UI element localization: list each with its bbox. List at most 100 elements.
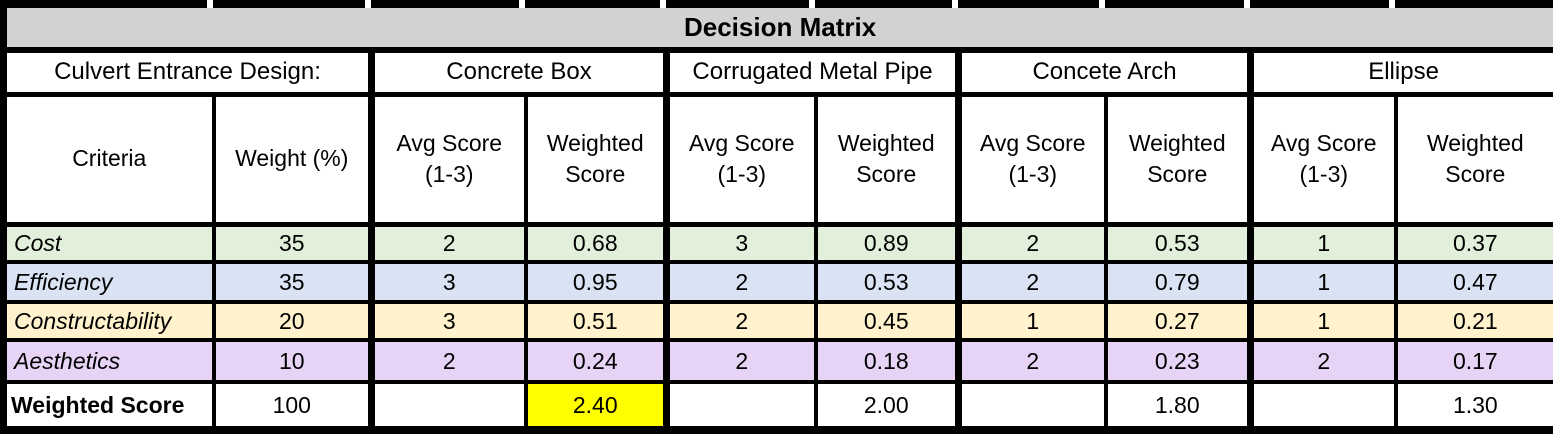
weighted-line2: Score bbox=[565, 161, 626, 187]
score-cell[interactable]: 0.47 bbox=[1393, 260, 1553, 304]
score-cell[interactable]: 0.53 bbox=[1103, 222, 1253, 264]
score-cell[interactable]: 2 bbox=[368, 338, 528, 384]
avg-score-header-cell[interactable]: Avg Score (1-3) bbox=[955, 92, 1108, 227]
score-cell[interactable]: 0.37 bbox=[1393, 222, 1553, 264]
avg-score-header-cell[interactable]: Avg Score (1-3) bbox=[663, 92, 818, 227]
score-cell[interactable]: 1 bbox=[1247, 300, 1398, 342]
avg-score-line2: (1-3) bbox=[1299, 161, 1349, 187]
score-cell[interactable]: 0.79 bbox=[1103, 260, 1253, 304]
avg-score-line2: (1-3) bbox=[1008, 161, 1058, 187]
top-grid-ticks bbox=[0, 0, 1553, 8]
score-cell[interactable]: 3 bbox=[663, 222, 818, 264]
avg-score-line1: Avg Score bbox=[688, 129, 795, 156]
score-cell[interactable]: 0.68 bbox=[523, 222, 669, 264]
weighted-score-header-cell[interactable]: Weighted Score bbox=[813, 92, 961, 227]
weighted-line2: Score bbox=[1445, 161, 1506, 187]
score-cell[interactable]: 0.18 bbox=[813, 338, 961, 384]
score-cell[interactable]: 0.23 bbox=[1103, 338, 1253, 384]
score-cell[interactable]: 0.21 bbox=[1393, 300, 1553, 342]
weight-cell[interactable]: 10 bbox=[211, 338, 374, 384]
criteria-name-cell[interactable]: Cost bbox=[0, 222, 216, 264]
score-cell[interactable]: 0.27 bbox=[1103, 300, 1253, 342]
avg-score-line1: Avg Score bbox=[1270, 129, 1377, 156]
design-option-cell-concrete-box[interactable]: Concrete Box bbox=[368, 48, 669, 97]
weighted-line2: Score bbox=[1147, 161, 1208, 187]
weighted-score-header-cell[interactable]: Weighted Score bbox=[1103, 92, 1253, 227]
score-cell[interactable]: 2 bbox=[368, 222, 528, 264]
design-option-cell-corrugated-metal-pipe[interactable]: Corrugated Metal Pipe bbox=[663, 48, 961, 97]
avg-score-header-cell[interactable]: Avg Score (1-3) bbox=[1247, 92, 1398, 227]
score-cell[interactable]: 0.24 bbox=[523, 338, 669, 384]
weight-cell[interactable]: 35 bbox=[211, 260, 374, 304]
score-cell[interactable]: 1 bbox=[955, 300, 1108, 342]
criteria-name-cell[interactable]: Constructability bbox=[0, 300, 216, 342]
title-row: Decision Matrix bbox=[0, 8, 1553, 53]
grid-tick-gap bbox=[952, 0, 958, 8]
avg-score-header-cell[interactable]: Avg Score (1-3) bbox=[368, 92, 528, 227]
score-cell[interactable]: 2 bbox=[663, 338, 818, 384]
avg-score-line2: (1-3) bbox=[717, 161, 767, 187]
score-cell[interactable]: 2 bbox=[663, 260, 818, 304]
grid-tick-gap bbox=[365, 0, 371, 8]
criteria-row-cost: Cost 35 2 0.68 3 0.89 2 0.53 1 0.37 bbox=[0, 222, 1553, 264]
weighted-score-label-cell[interactable]: Weighted Score bbox=[0, 380, 216, 434]
weighted-score-header-cell[interactable]: Weighted Score bbox=[1393, 92, 1553, 227]
criteria-row-efficiency: Efficiency 35 3 0.95 2 0.53 2 0.79 1 0.4… bbox=[0, 260, 1553, 304]
score-cell[interactable]: 0.45 bbox=[813, 300, 961, 342]
grid-tick-gap bbox=[809, 0, 815, 8]
score-cell[interactable]: 0.17 bbox=[1393, 338, 1553, 384]
weight-header-cell[interactable]: Weight (%) bbox=[211, 92, 374, 227]
matrix-title-cell[interactable]: Decision Matrix bbox=[0, 8, 1553, 53]
total-score-cell-highlighted[interactable]: 2.40 bbox=[523, 380, 669, 434]
empty-cell[interactable] bbox=[663, 380, 818, 434]
score-cell[interactable]: 1 bbox=[1247, 260, 1398, 304]
weighted-line1: Weighted bbox=[837, 129, 935, 156]
grid-tick-gap bbox=[1389, 0, 1395, 8]
criteria-row-constructability: Constructability 20 3 0.51 2 0.45 1 0.27… bbox=[0, 300, 1553, 342]
criteria-name-cell[interactable]: Aesthetics bbox=[0, 338, 216, 384]
design-label-cell[interactable]: Culvert Entrance Design: bbox=[0, 48, 374, 97]
score-cell[interactable]: 3 bbox=[368, 260, 528, 304]
design-option-cell-ellipse[interactable]: Ellipse bbox=[1246, 48, 1553, 97]
grid-tick-gap bbox=[207, 0, 213, 8]
criteria-name-cell[interactable]: Efficiency bbox=[0, 260, 216, 304]
score-cell[interactable]: 2 bbox=[955, 338, 1108, 384]
score-cell[interactable]: 2 bbox=[955, 222, 1108, 264]
grid-tick-gap bbox=[1099, 0, 1105, 8]
avg-score-line1: Avg Score bbox=[979, 129, 1086, 156]
design-header-row: Culvert Entrance Design: Concrete Box Co… bbox=[0, 48, 1553, 97]
score-cell[interactable]: 2 bbox=[955, 260, 1108, 304]
empty-cell[interactable] bbox=[1247, 380, 1398, 434]
design-option-cell-concete-arch[interactable]: Concete Arch bbox=[955, 48, 1253, 97]
column-header-row: Criteria Weight (%) Avg Score (1-3) Weig… bbox=[0, 92, 1553, 227]
weighted-line1: Weighted bbox=[1128, 129, 1226, 156]
weighted-line1: Weighted bbox=[546, 129, 644, 156]
total-weight-cell[interactable]: 100 bbox=[211, 380, 374, 434]
total-score-cell[interactable]: 2.00 bbox=[813, 380, 961, 434]
score-cell[interactable]: 0.89 bbox=[813, 222, 961, 264]
score-cell[interactable]: 1 bbox=[1247, 222, 1398, 264]
avg-score-line1: Avg Score bbox=[396, 129, 503, 156]
weighted-line2: Score bbox=[856, 161, 917, 187]
score-cell[interactable]: 0.95 bbox=[523, 260, 669, 304]
score-cell[interactable]: 3 bbox=[368, 300, 528, 342]
decision-matrix-table: Decision Matrix Culvert Entrance Design:… bbox=[0, 8, 1553, 434]
empty-cell[interactable] bbox=[955, 380, 1108, 434]
total-score-cell[interactable]: 1.30 bbox=[1393, 380, 1553, 434]
total-score-cell[interactable]: 1.80 bbox=[1103, 380, 1253, 434]
weight-cell[interactable]: 35 bbox=[211, 222, 374, 264]
score-cell[interactable]: 2 bbox=[1247, 338, 1398, 384]
weighted-line1: Weighted bbox=[1426, 129, 1524, 156]
grid-tick-gap bbox=[1244, 0, 1250, 8]
weight-cell[interactable]: 20 bbox=[211, 300, 374, 342]
score-cell[interactable]: 0.51 bbox=[523, 300, 669, 342]
score-cell[interactable]: 0.53 bbox=[813, 260, 961, 304]
grid-tick-gap bbox=[660, 0, 666, 8]
empty-cell[interactable] bbox=[368, 380, 528, 434]
score-cell[interactable]: 2 bbox=[663, 300, 818, 342]
criteria-header-cell[interactable]: Criteria bbox=[0, 92, 216, 227]
weighted-score-header-cell[interactable]: Weighted Score bbox=[523, 92, 669, 227]
weighted-score-row: Weighted Score 100 2.40 2.00 1.80 1.30 bbox=[0, 380, 1553, 434]
avg-score-line2: (1-3) bbox=[424, 161, 474, 187]
